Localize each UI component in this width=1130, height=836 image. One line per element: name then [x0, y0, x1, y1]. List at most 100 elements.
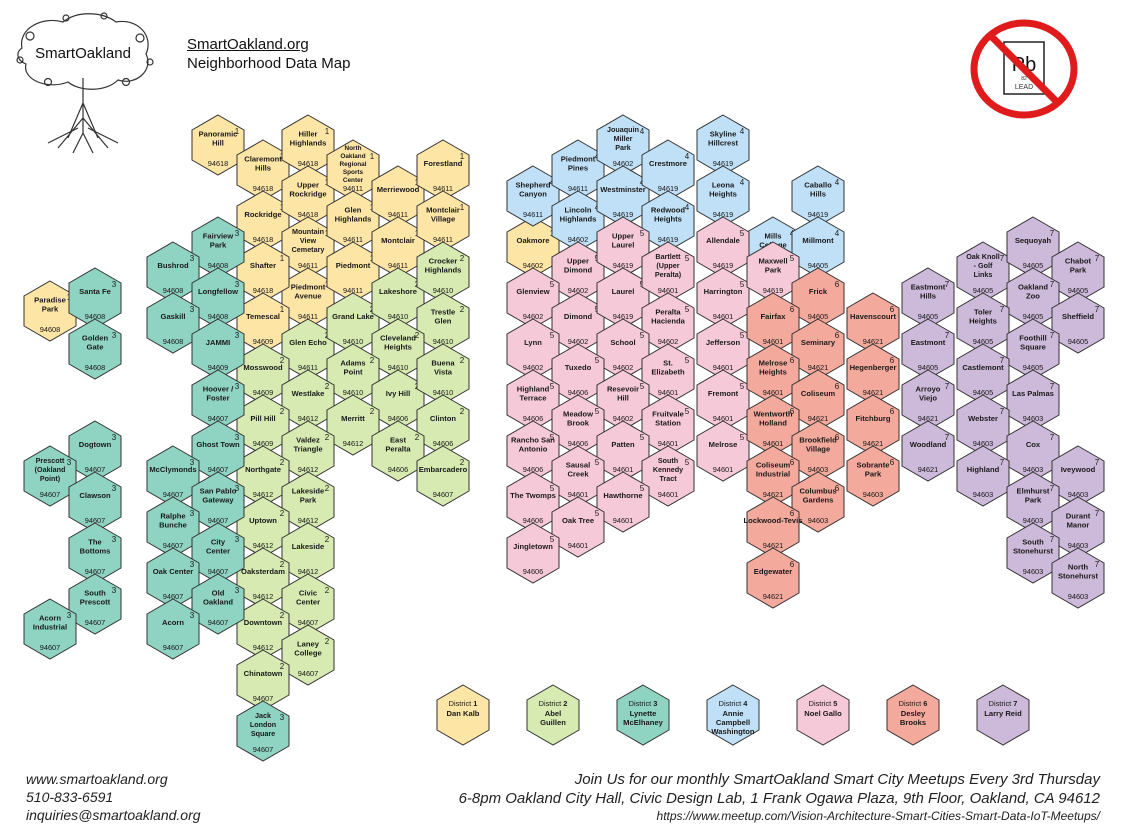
hex-claremont-hills[interactable]: 1ClaremontHills94618	[236, 139, 290, 201]
hex-shepherd-canyon[interactable]: 4ShepherdCanyon94611	[506, 165, 560, 227]
hex-arroyo-viejo[interactable]: 7 Arroyo Viejo 94621	[901, 369, 955, 431]
hex-merritt[interactable]: 2 Merritt 94612	[326, 394, 380, 456]
hex-district-number: 3	[235, 433, 240, 442]
hex-lynn[interactable]: 5 Lynn 94602	[506, 318, 560, 380]
hex-district-number: 5	[640, 484, 645, 493]
hex-name: Coliseum Industrial	[756, 460, 790, 478]
hex-name: Hegenberger	[850, 363, 897, 372]
hex-zip: 94619	[658, 235, 679, 244]
hex-durant-manor[interactable]: 7 Durant Manor 94603	[1051, 496, 1105, 558]
footer-website[interactable]: www.smartoakland.org	[26, 771, 168, 787]
hex-paradise-park[interactable]: 1ParadisePark94608	[23, 280, 77, 342]
hex-shape	[641, 445, 695, 507]
hex-zip: 94607	[40, 490, 61, 499]
hex-name: Peralta Hacienda	[651, 307, 686, 325]
hex-district-number: 5	[685, 305, 690, 314]
hex-laney-college[interactable]: 2 Laney College 94607	[281, 624, 335, 686]
hex-zip: 94621	[918, 465, 939, 474]
hex-east-peralta[interactable]: 2 East Peralta 94606	[371, 420, 425, 482]
hex-jack-london-square[interactable]: 3 Jack London Square 94607	[236, 700, 290, 762]
hex-foothill-square[interactable]: 7 Foothill Square 94605	[1006, 318, 1060, 380]
meetup-url[interactable]: https://www.meetup.com/Vision-Architectu…	[656, 809, 1100, 823]
hex-gaskill[interactable]: 3 Gaskill 94608	[146, 292, 200, 354]
hex-district-number: 5	[640, 229, 645, 238]
hex-sausal-creek[interactable]: 5 Sausal Creek 94601	[551, 445, 605, 507]
hex-name: Laurel	[612, 287, 635, 296]
footer-email[interactable]: inquiries@smartoakland.org	[26, 807, 201, 823]
hex-district-number: 3	[67, 458, 72, 467]
site-link[interactable]: SmartOakland.org	[187, 36, 309, 53]
hex-name: Fairview Park	[203, 231, 233, 249]
hex-acorn[interactable]: 3 Acorn 94607	[146, 598, 200, 660]
hex-district-number: 5	[595, 509, 600, 518]
hex-adams-point[interactable]: 2 Adams Point 94610	[326, 343, 380, 405]
legend-district-word: District	[719, 699, 744, 708]
hex-city-center[interactable]: 3 City Center 94607	[191, 522, 245, 584]
hex-upper-laurel[interactable]: 5 Upper Laurel 94619	[596, 216, 650, 278]
